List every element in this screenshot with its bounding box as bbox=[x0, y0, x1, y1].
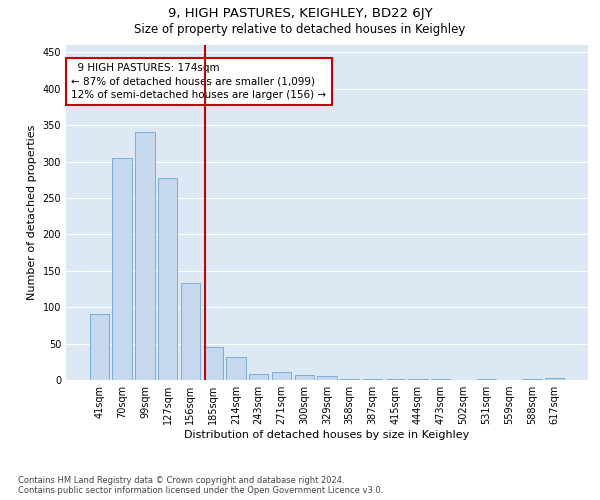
Bar bbox=[226, 358, 245, 380]
X-axis label: Distribution of detached houses by size in Keighley: Distribution of detached houses by size … bbox=[184, 430, 470, 440]
Bar bbox=[112, 158, 132, 380]
Bar bbox=[135, 132, 155, 380]
Bar bbox=[340, 378, 359, 380]
Bar bbox=[272, 372, 291, 380]
Bar bbox=[90, 314, 109, 380]
Text: 9, HIGH PASTURES, KEIGHLEY, BD22 6JY: 9, HIGH PASTURES, KEIGHLEY, BD22 6JY bbox=[167, 8, 433, 20]
Text: 9 HIGH PASTURES: 174sqm
← 87% of detached houses are smaller (1,099)
12% of semi: 9 HIGH PASTURES: 174sqm ← 87% of detache… bbox=[71, 64, 326, 100]
Text: Contains HM Land Registry data © Crown copyright and database right 2024.
Contai: Contains HM Land Registry data © Crown c… bbox=[18, 476, 383, 495]
Bar bbox=[363, 378, 382, 380]
Bar bbox=[203, 346, 223, 380]
Y-axis label: Number of detached properties: Number of detached properties bbox=[27, 125, 37, 300]
Bar bbox=[158, 178, 178, 380]
Bar bbox=[317, 376, 337, 380]
Bar bbox=[249, 374, 268, 380]
Bar bbox=[181, 283, 200, 380]
Bar bbox=[295, 375, 314, 380]
Bar bbox=[545, 378, 564, 380]
Text: Size of property relative to detached houses in Keighley: Size of property relative to detached ho… bbox=[134, 22, 466, 36]
